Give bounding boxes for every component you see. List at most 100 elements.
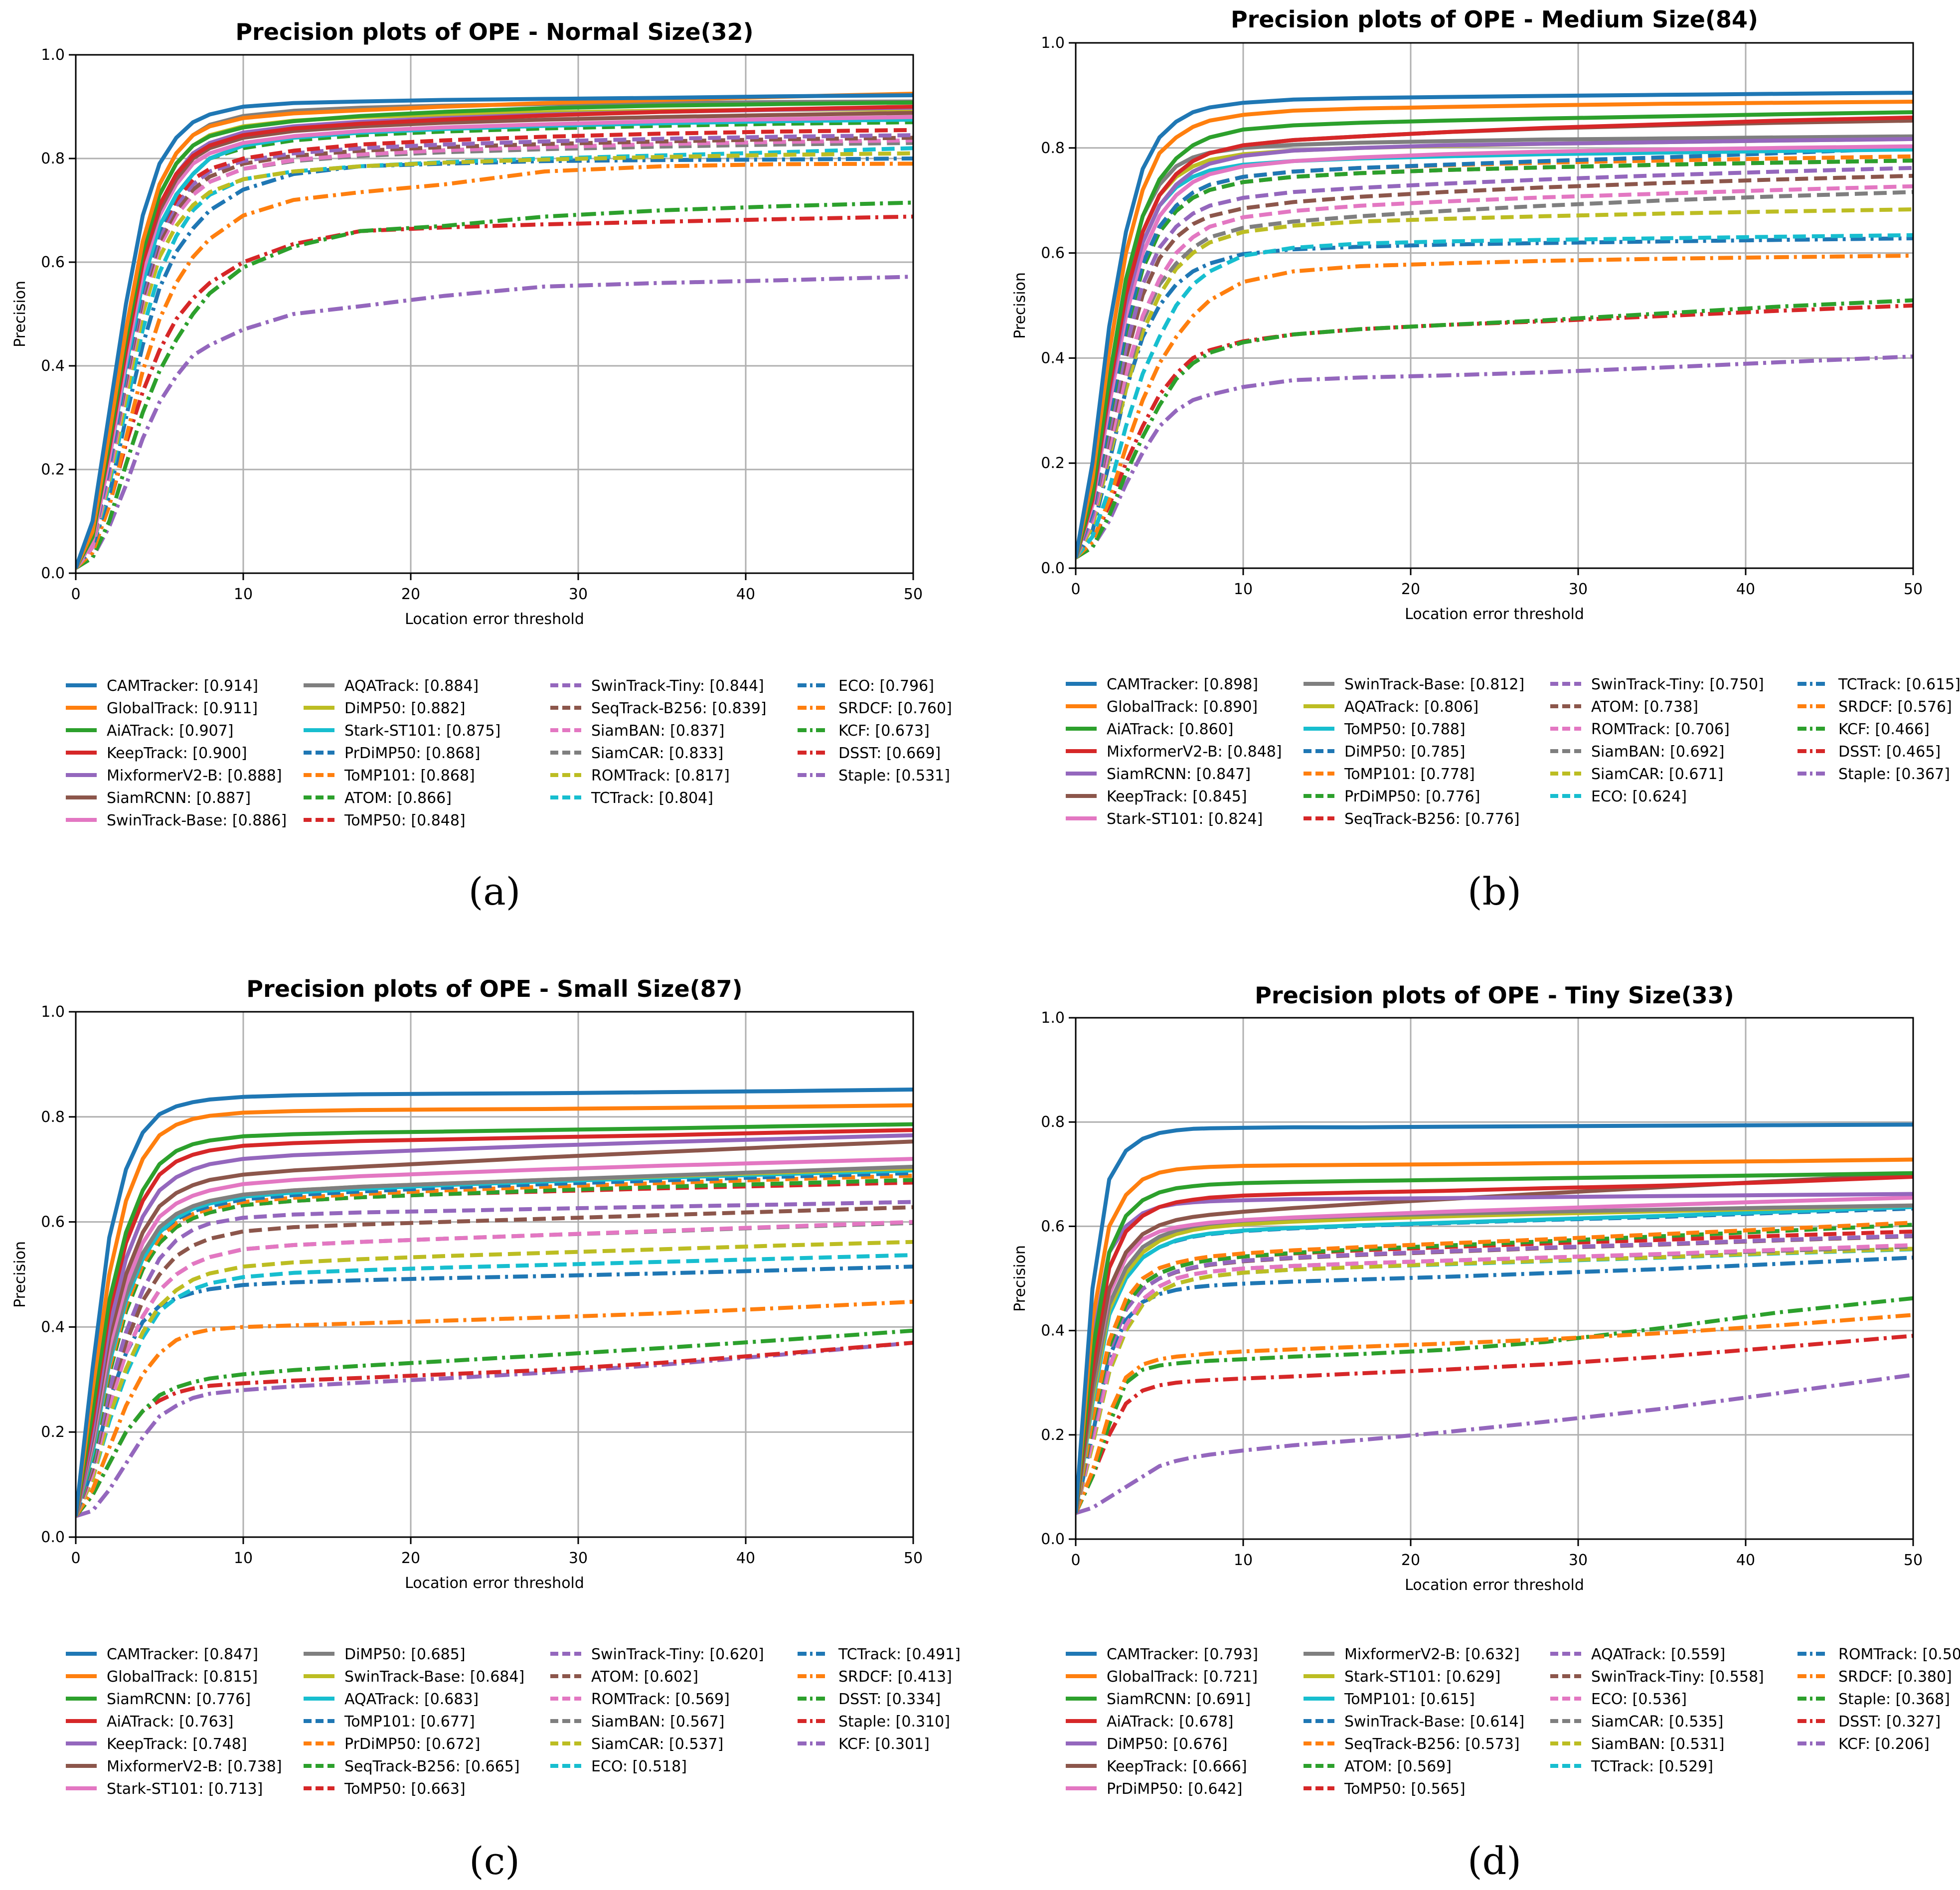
series-line-tctrack <box>76 1264 913 1517</box>
legend-label: SRDCF: [0.413] <box>838 1668 952 1686</box>
y-axis-label: Precision <box>11 281 29 347</box>
legend-item: ToMP50: [0.848] <box>304 812 466 829</box>
legend-label: SwinTrack-Base: [0.812] <box>1344 676 1524 693</box>
legend-label: SwinTrack-Tiny: [0.750] <box>1591 676 1764 693</box>
legend-item: AQATrack: [0.806] <box>1304 698 1478 716</box>
plot-frame <box>75 54 914 574</box>
series-line-staple <box>76 275 913 570</box>
legend-item: KeepTrack: [0.900] <box>66 745 247 762</box>
legend: CAMTracker: [0.898] GlobalTrack: [0.890] A… <box>1066 676 1960 828</box>
legend-label: GlobalTrack: [0.721] <box>1107 1668 1258 1686</box>
series-line-keeptrack <box>1076 119 1913 559</box>
legend-item: ToMP101: [0.615] <box>1304 1691 1475 1708</box>
precision-chart-1: Precision plots of OPE - Normal Size(32)… <box>11 18 952 914</box>
series-line-keeptrack <box>1076 1172 1913 1514</box>
series-line-dsst <box>1076 1334 1913 1514</box>
legend-label: SwinTrack-Tiny: [0.844] <box>591 677 764 695</box>
legend-label: SiamBAN: [0.531] <box>1591 1735 1724 1753</box>
legend-label: ECO: [0.796] <box>838 677 934 695</box>
legend-item: TCTrack: [0.491] <box>798 1646 961 1663</box>
legend-label: TCTrack: [0.804] <box>591 789 713 807</box>
legend-item: MixformerV2-B: [0.888] <box>66 767 282 785</box>
legend-label: KeepTrack: [0.900] <box>107 745 247 762</box>
series-line-camtracker <box>76 1088 913 1517</box>
legend-item: KeepTrack: [0.748] <box>66 1735 247 1753</box>
y-tick-label: 0.8 <box>41 150 65 167</box>
legend-label: KCF: [0.206] <box>1838 1735 1930 1753</box>
legend-item: ToMP101: [0.778] <box>1304 766 1475 783</box>
y-tick-label: 0.8 <box>1041 1113 1065 1131</box>
legend-label: DiMP50: [0.685] <box>344 1646 466 1663</box>
legend-item: DSST: [0.327] <box>1797 1713 1941 1731</box>
legend-item: GlobalTrack: [0.721] <box>1066 1668 1258 1686</box>
y-tick-label: 0.4 <box>1041 349 1065 367</box>
series-line-srdcf <box>76 161 913 570</box>
x-tick-label: 10 <box>1234 581 1253 598</box>
x-tick-label: 20 <box>401 1550 420 1567</box>
series-line-stark-st101 <box>76 1157 913 1517</box>
legend-item: CAMTracker: [0.847] <box>66 1646 258 1663</box>
legend-item: SiamRCNN: [0.691] <box>1066 1691 1251 1708</box>
legend-item: KeepTrack: [0.845] <box>1066 788 1247 805</box>
legend-label: DSST: [0.327] <box>1838 1713 1941 1731</box>
legend-label: SRDCF: [0.576] <box>1838 698 1952 716</box>
legend-label: SwinTrack-Tiny: [0.558] <box>1591 1668 1764 1686</box>
y-tick-label: 1.0 <box>41 1003 65 1021</box>
series-line-aqatrack <box>76 99 913 569</box>
series-line-swintrack-tiny <box>76 1200 913 1517</box>
legend-label: GlobalTrack: [0.911] <box>107 700 258 717</box>
series-line-srdcf <box>1076 253 1913 559</box>
series-lines <box>1076 1122 1913 1515</box>
y-tick-label: 0.4 <box>41 357 65 375</box>
legend-item: SiamRCNN: [0.776] <box>66 1691 251 1708</box>
series-line-dimp50 <box>76 1164 913 1517</box>
y-tick-label: 0.4 <box>1041 1322 1065 1340</box>
legend-label: KeepTrack: [0.845] <box>1107 788 1247 805</box>
legend-item: ToMP50: [0.663] <box>304 1780 466 1798</box>
legend-item: SRDCF: [0.413] <box>798 1668 952 1686</box>
legend-item: AiATrack: [0.860] <box>1066 721 1234 738</box>
legend-item: TCTrack: [0.804] <box>550 789 713 807</box>
legend-label: ATOM: [0.738] <box>1591 698 1698 716</box>
legend-item: DiMP50: [0.882] <box>304 700 466 717</box>
legend-item: SeqTrack-B256: [0.573] <box>1304 1735 1520 1753</box>
y-tick-label: 0.6 <box>41 254 65 271</box>
legend: CAMTracker: [0.793] GlobalTrack: [0.721] S… <box>1066 1646 1960 1798</box>
legend-item: GlobalTrack: [0.815] <box>66 1668 258 1686</box>
legend-item: SiamCAR: [0.537] <box>550 1735 723 1753</box>
legend-item: DiMP50: [0.785] <box>1304 743 1466 761</box>
x-tick-label: 0 <box>1071 1552 1080 1569</box>
legend-label: SeqTrack-B256: [0.776] <box>1344 810 1520 828</box>
legend-label: KeepTrack: [0.748] <box>107 1735 247 1753</box>
series-line-srdcf <box>1076 1313 1913 1514</box>
legend-label: ToMP101: [0.677] <box>344 1713 475 1731</box>
series-line-siamrcnn <box>76 111 913 569</box>
legend-item: DSST: [0.465] <box>1797 743 1941 761</box>
series-line-romtrack <box>1076 184 1913 559</box>
legend-label: AQATrack: [0.559] <box>1591 1646 1725 1663</box>
legend-item: SeqTrack-B256: [0.776] <box>1304 810 1520 828</box>
legend-label: AiATrack: [0.907] <box>107 722 234 740</box>
legend-label: DiMP50: [0.676] <box>1107 1735 1228 1753</box>
legend-item: ToMP50: [0.788] <box>1304 721 1466 738</box>
legend-label: ToMP101: [0.778] <box>1344 766 1475 783</box>
y-tick-label: 0.2 <box>41 1423 65 1441</box>
series-line-siamrcnn <box>76 1122 913 1517</box>
series-line-mixformerv2-b <box>76 1139 913 1517</box>
legend-item: ECO: [0.796] <box>798 677 934 695</box>
legend-label: SiamRCNN: [0.847] <box>1107 766 1251 783</box>
precision-chart-2: Precision plots of OPE - Medium Size(84)… <box>1011 6 1960 914</box>
x-tick-label: 20 <box>1401 1552 1420 1569</box>
series-line-staple <box>1076 354 1913 560</box>
panel-caption: (c) <box>469 1839 520 1883</box>
series-line-prdimp50 <box>1076 1195 1913 1514</box>
legend-item: SeqTrack-B256: [0.665] <box>304 1758 520 1775</box>
legend-label: MixformerV2-B: [0.632] <box>1344 1646 1520 1663</box>
x-axis-label: Location error threshold <box>405 1575 584 1592</box>
legend-item: ATOM: [0.866] <box>304 789 452 807</box>
series-line-romtrack <box>76 1220 913 1517</box>
legend-item: SRDCF: [0.380] <box>1797 1668 1952 1686</box>
series-line-swintrack-tiny <box>1076 165 1913 559</box>
legend-label: Staple: [0.367] <box>1838 766 1950 783</box>
x-axis-label: Location error threshold <box>405 611 584 628</box>
